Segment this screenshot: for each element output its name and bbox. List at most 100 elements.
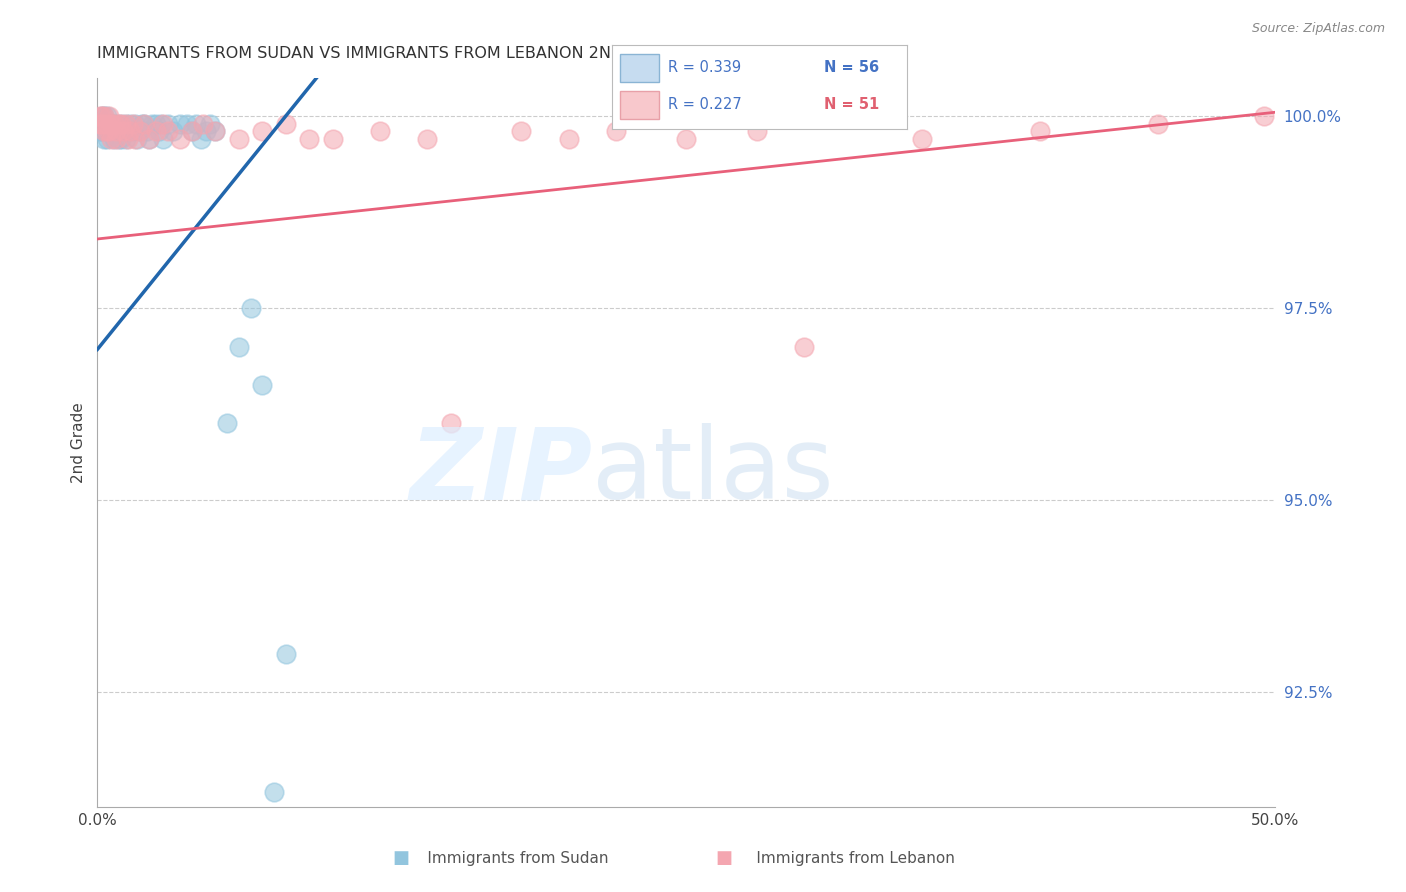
- Point: [186, 117, 208, 131]
- Point: [112, 124, 135, 138]
- Point: [120, 124, 142, 138]
- Point: [114, 117, 136, 131]
- Point: [180, 124, 202, 138]
- Point: [193, 117, 215, 131]
- Point: [162, 124, 184, 138]
- Point: [103, 117, 125, 131]
- Point: [1029, 124, 1052, 138]
- Point: [239, 301, 262, 315]
- Point: [107, 132, 129, 146]
- Point: [274, 117, 297, 131]
- Point: [1253, 109, 1275, 123]
- Point: [93, 132, 115, 146]
- Point: [121, 117, 143, 131]
- Point: [93, 109, 115, 123]
- Point: [215, 417, 238, 431]
- Point: [91, 109, 114, 123]
- Point: [176, 117, 198, 131]
- Text: R = 0.339: R = 0.339: [668, 60, 741, 75]
- Point: [89, 117, 111, 131]
- Point: [138, 132, 160, 146]
- Point: [605, 124, 627, 138]
- Text: ■: ■: [392, 849, 409, 867]
- Point: [96, 132, 118, 146]
- Point: [96, 109, 118, 123]
- Point: [121, 124, 143, 138]
- Point: [89, 117, 111, 131]
- Point: [105, 124, 128, 138]
- Point: [745, 124, 768, 138]
- Point: [322, 132, 344, 146]
- Point: [89, 124, 111, 138]
- Point: [96, 117, 118, 131]
- Point: [98, 124, 121, 138]
- Point: [128, 124, 150, 138]
- Point: [274, 647, 297, 661]
- Point: [134, 117, 156, 131]
- Point: [98, 124, 121, 138]
- Text: N = 56: N = 56: [824, 60, 879, 75]
- Point: [110, 132, 132, 146]
- Point: [145, 124, 167, 138]
- Point: [117, 132, 139, 146]
- Text: ■: ■: [716, 849, 733, 867]
- Point: [114, 117, 136, 131]
- Point: [100, 117, 122, 131]
- Point: [91, 124, 114, 138]
- Point: [204, 124, 226, 138]
- Point: [91, 109, 114, 123]
- Point: [89, 109, 111, 123]
- Point: [127, 132, 149, 146]
- Point: [157, 124, 180, 138]
- Text: IMMIGRANTS FROM SUDAN VS IMMIGRANTS FROM LEBANON 2ND GRADE CORRELATION CHART: IMMIGRANTS FROM SUDAN VS IMMIGRANTS FROM…: [97, 46, 863, 62]
- Point: [100, 132, 122, 146]
- Y-axis label: 2nd Grade: 2nd Grade: [72, 402, 86, 483]
- Point: [252, 124, 274, 138]
- Point: [148, 124, 170, 138]
- Point: [793, 339, 815, 353]
- Point: [145, 117, 167, 131]
- Point: [98, 109, 121, 123]
- FancyBboxPatch shape: [620, 54, 659, 82]
- Point: [93, 109, 115, 123]
- Point: [124, 132, 146, 146]
- Point: [120, 117, 142, 131]
- Point: [152, 117, 174, 131]
- Text: R = 0.227: R = 0.227: [668, 97, 741, 112]
- Point: [911, 132, 934, 146]
- Point: [1146, 117, 1168, 131]
- Point: [135, 124, 157, 138]
- Point: [200, 117, 222, 131]
- Point: [93, 124, 115, 138]
- Point: [110, 117, 132, 131]
- Point: [105, 132, 128, 146]
- Text: Immigrants from Lebanon: Immigrants from Lebanon: [733, 852, 955, 866]
- Point: [93, 117, 115, 131]
- Point: [194, 124, 217, 138]
- Point: [110, 117, 132, 131]
- Point: [100, 117, 122, 131]
- Point: [124, 117, 146, 131]
- Point: [138, 132, 160, 146]
- Point: [112, 124, 135, 138]
- Point: [228, 339, 250, 353]
- Text: Immigrants from Sudan: Immigrants from Sudan: [404, 852, 609, 866]
- Point: [98, 117, 121, 131]
- Point: [114, 132, 136, 146]
- Point: [169, 132, 191, 146]
- Point: [149, 117, 172, 131]
- Point: [100, 124, 122, 138]
- Point: [103, 117, 125, 131]
- Point: [134, 117, 156, 131]
- Point: [131, 117, 153, 131]
- Point: [107, 117, 129, 131]
- Point: [103, 132, 125, 146]
- Point: [510, 124, 533, 138]
- Point: [228, 132, 250, 146]
- Point: [263, 785, 285, 799]
- Point: [152, 132, 174, 146]
- Point: [105, 124, 128, 138]
- Point: [169, 117, 191, 131]
- Point: [190, 132, 212, 146]
- Point: [96, 124, 118, 138]
